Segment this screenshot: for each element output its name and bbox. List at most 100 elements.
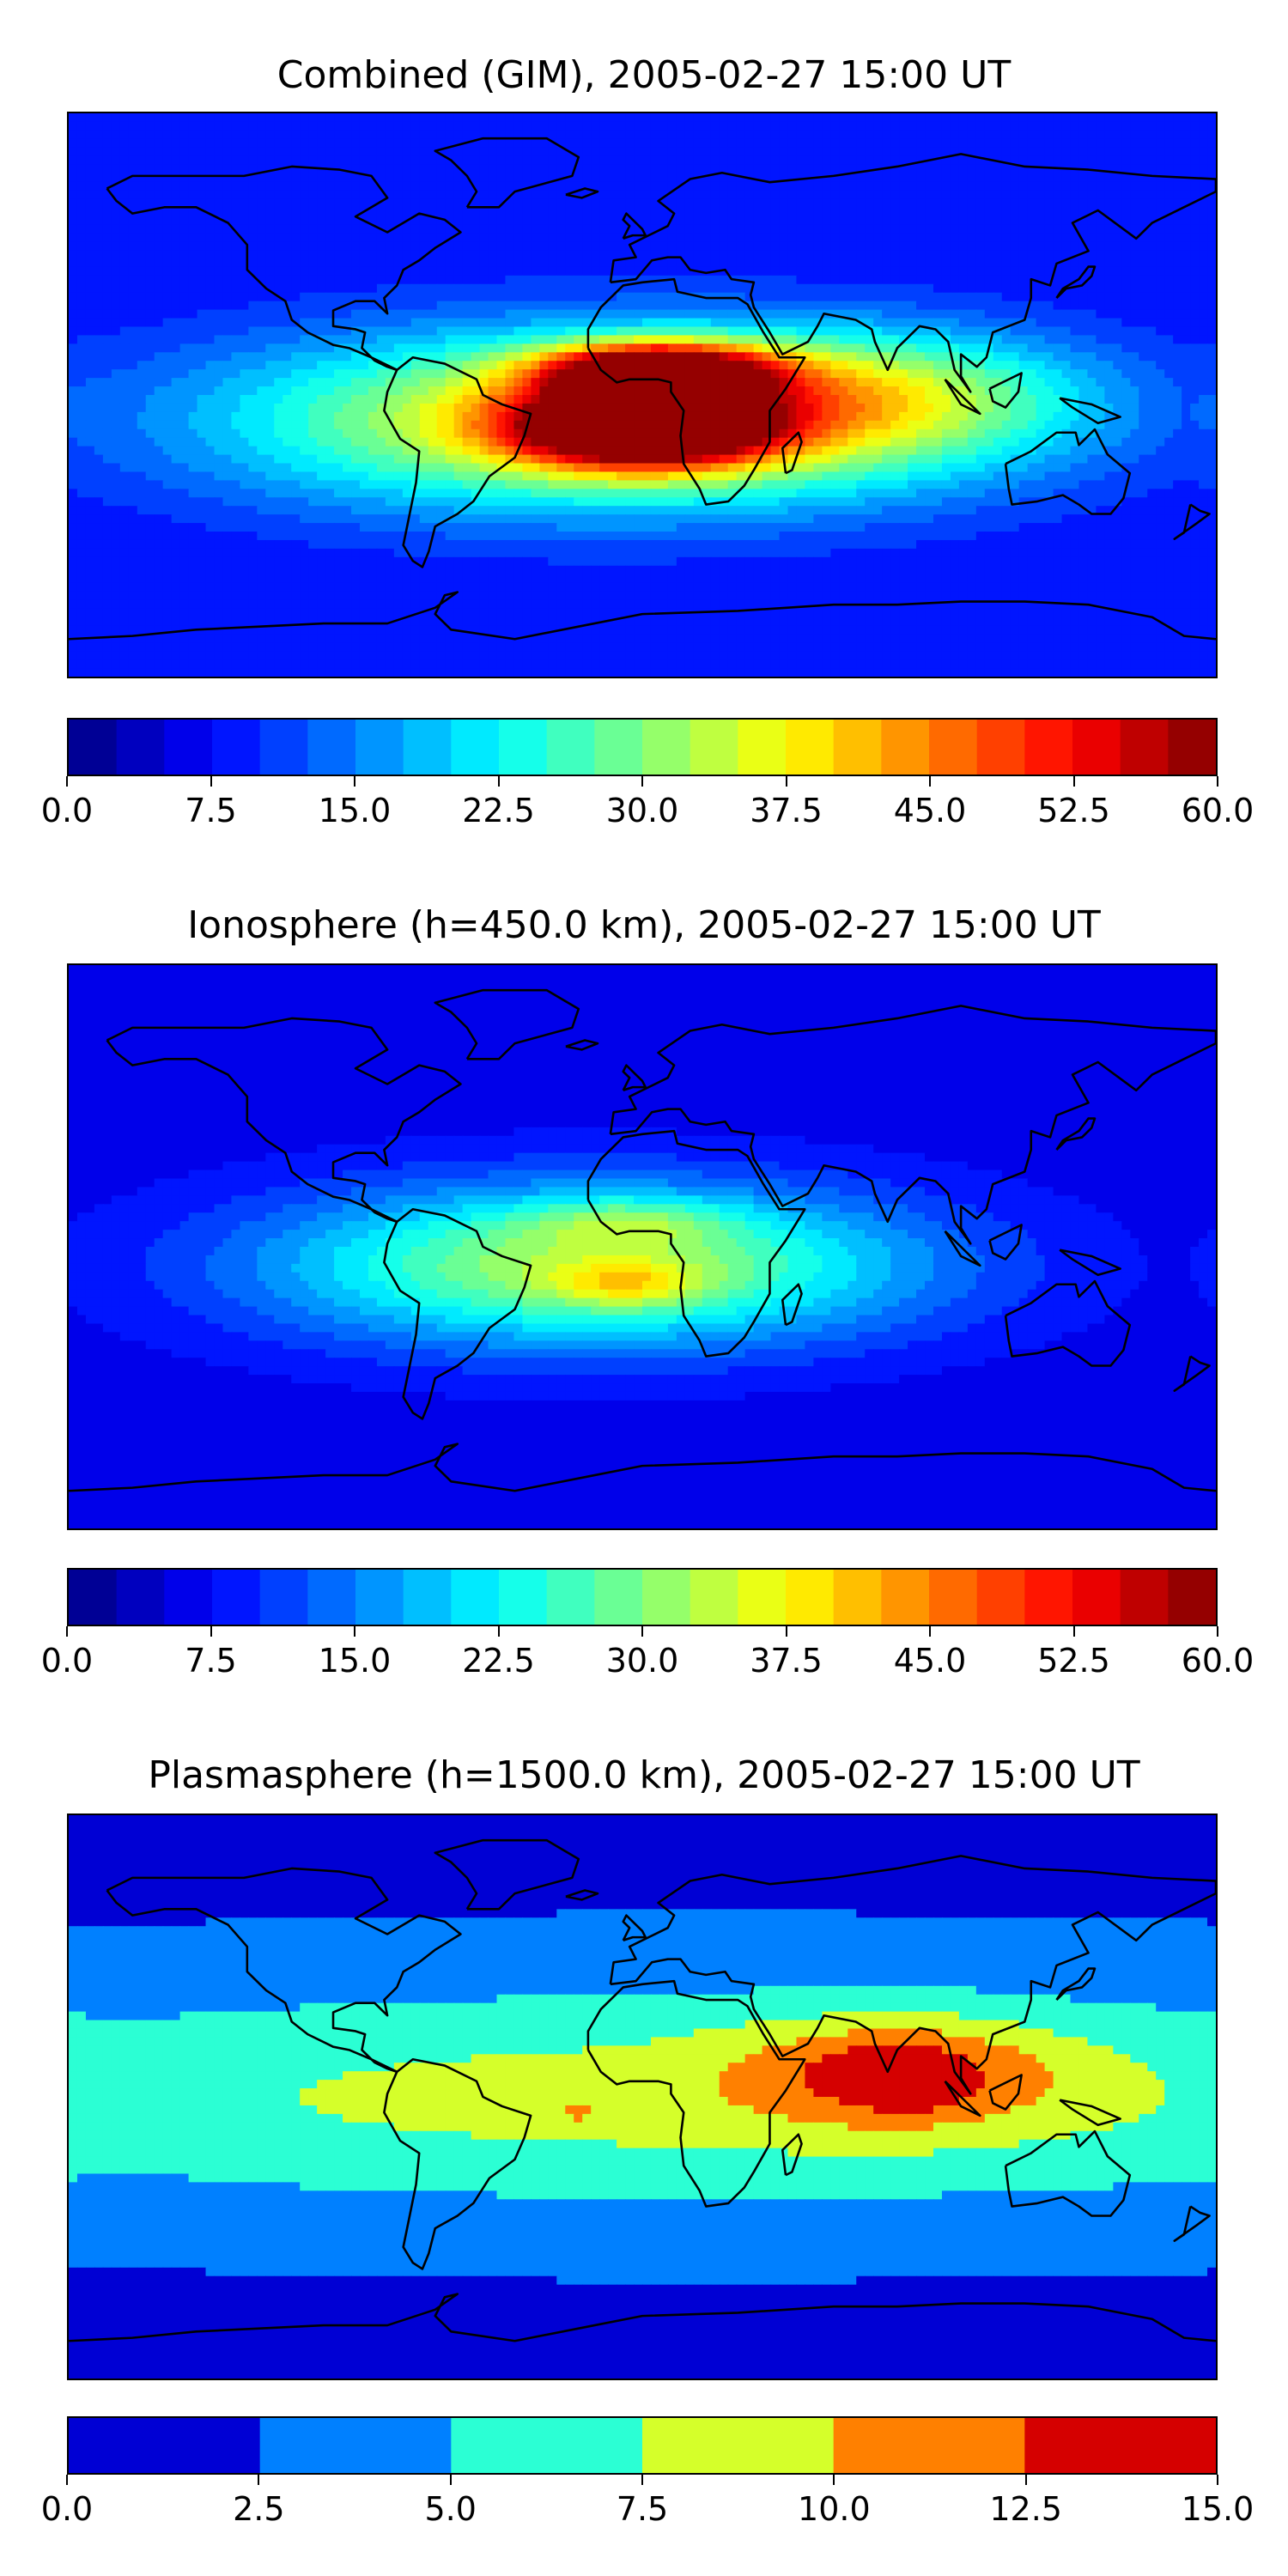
coastline: [1055, 1117, 1097, 1151]
coastline: [622, 1914, 647, 1942]
coastline: [69, 2293, 1216, 2342]
coastline: [1055, 1967, 1097, 2001]
colorbar-tick-label: 5.0: [424, 2490, 476, 2528]
coastline: [1004, 1279, 1132, 1367]
coastline: [944, 1230, 981, 1267]
coastline: [383, 355, 532, 568]
colorbar-swatch: [546, 720, 595, 775]
coastline: [383, 2057, 532, 2270]
colorbar-tick: [1217, 2475, 1218, 2485]
colorbar-swatch: [164, 720, 213, 775]
panel-title: Combined (GIM), 2005-02-27 15:00 UT: [0, 53, 1288, 98]
colorbar-tick-label: 15.0: [319, 792, 392, 829]
colorbar-tick: [929, 1626, 931, 1637]
colorbar-tick-label: 2.5: [233, 2490, 284, 2528]
colorbar-swatch: [690, 720, 738, 775]
coastline: [609, 1855, 1216, 2095]
coastline: [586, 1129, 806, 1358]
coastline: [622, 212, 647, 240]
colorbar-swatch: [1024, 2418, 1216, 2473]
colorbar-swatch: [116, 720, 165, 775]
coastline: [781, 431, 803, 475]
coastline: [434, 137, 580, 209]
colorbar-swatch: [451, 720, 500, 775]
colorbar-tick: [641, 776, 643, 787]
colorbar-swatch: [1168, 1570, 1216, 1625]
coastline: [106, 1017, 462, 1224]
colorbar-tick: [1024, 2475, 1027, 2485]
colorbar-tick: [1217, 776, 1218, 787]
colorbar-swatch: [1168, 720, 1216, 775]
colorbar-swatch: [307, 1570, 356, 1625]
colorbar-swatch: [1120, 720, 1169, 775]
coastline: [434, 1838, 580, 1911]
colorbar-swatch: [499, 720, 548, 775]
colorbar-tick-label: 10.0: [798, 2490, 871, 2528]
coastline: [944, 2080, 981, 2117]
coastline: [609, 153, 1216, 393]
colorbar-swatch: [1024, 720, 1073, 775]
colorbar-swatch: [355, 1570, 404, 1625]
coastline: [106, 1867, 462, 2074]
colorbar-swatch: [833, 1570, 882, 1625]
field-cells: [69, 1815, 1216, 2379]
coastline: [106, 165, 462, 372]
colorbar-swatch: [451, 1570, 500, 1625]
colorbar-swatch: [690, 1570, 738, 1625]
colorbar-swatch: [355, 720, 404, 775]
colorbar-swatch: [451, 2418, 643, 2473]
coastline: [1055, 265, 1097, 299]
coastline: [944, 378, 981, 416]
colorbar-tick: [785, 1626, 787, 1637]
ionosphere-map: [67, 963, 1218, 1530]
coastline: [988, 372, 1023, 409]
coastlines: [69, 1838, 1216, 2342]
colorbar-tick-label: 52.5: [1037, 792, 1110, 829]
colorbar-tick: [66, 776, 68, 787]
coastline: [988, 2074, 1023, 2111]
colorbar-tick-label: 0.0: [41, 2490, 93, 2528]
colorbar-swatch: [403, 720, 452, 775]
colorbar-swatch: [881, 720, 930, 775]
panel-title: Plasmasphere (h=1500.0 km), 2005-02-27 1…: [0, 1753, 1288, 1798]
colorbar-tick: [210, 776, 212, 787]
combined-map: [67, 112, 1218, 678]
coastline: [1059, 1249, 1121, 1277]
colorbar-swatch: [259, 1570, 308, 1625]
colorbar-tick: [497, 1626, 500, 1637]
colorbar-tick-label: 15.0: [319, 1642, 392, 1680]
colorbar-tick: [1072, 1626, 1075, 1637]
colorbar-swatch: [69, 720, 118, 775]
coastline: [609, 1005, 1216, 1245]
colorbar-tick-label: 45.0: [894, 792, 967, 829]
colorbar-swatch: [403, 1570, 452, 1625]
colorbar-swatch: [738, 1570, 787, 1625]
colorbar-tick: [497, 776, 500, 787]
colorbar-tick: [1072, 776, 1075, 787]
colorbar-swatch: [929, 1570, 978, 1625]
colorbar-tick: [641, 2475, 643, 2485]
colorbar-swatch: [642, 2418, 835, 2473]
colorbar-swatch: [546, 1570, 595, 1625]
coastline: [781, 2133, 803, 2177]
colorbar-swatch: [1024, 1570, 1073, 1625]
coastline: [565, 187, 599, 199]
colorbar-tick: [449, 2475, 452, 2485]
field-cells: [69, 113, 1216, 677]
coastline: [1004, 2129, 1132, 2217]
colorbar-swatch: [307, 720, 356, 775]
colorbar-tick-label: 37.5: [750, 1642, 823, 1680]
colorbar-swatch: [642, 1570, 691, 1625]
colorbar-tick-label: 22.5: [462, 792, 535, 829]
colorbar-tick-label: 15.0: [1182, 2490, 1255, 2528]
colorbar-swatch: [116, 1570, 165, 1625]
coastline: [1004, 428, 1132, 515]
colorbar-swatch: [976, 720, 1025, 775]
colorbar-swatch: [69, 1570, 118, 1625]
colorbar-tick: [1217, 1626, 1218, 1637]
coastline: [565, 1889, 599, 1901]
plasmasphere-map: [67, 1814, 1218, 2380]
combined-colorbar-ticks: 0.0 7.5 15.0 22.5 30.0 37.5 45.0 52.5 60.0: [41, 776, 1254, 829]
colorbar-swatch: [881, 1570, 930, 1625]
colorbar-swatch: [1120, 1570, 1169, 1625]
